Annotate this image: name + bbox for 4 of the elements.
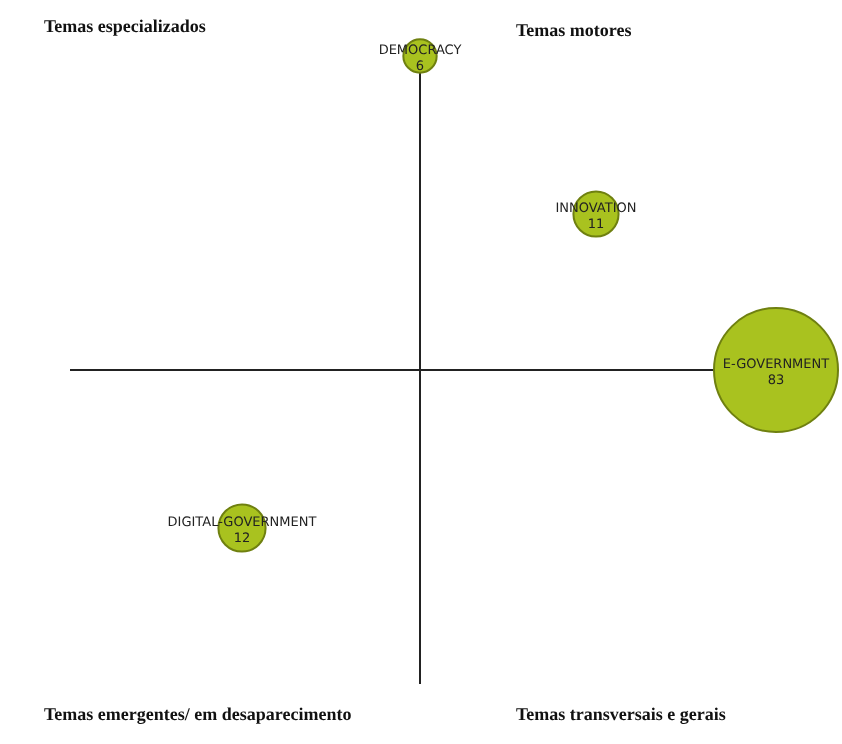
text: Temas motores (516, 20, 632, 40)
text: Temas especializados (44, 16, 206, 36)
text: Temas transversais e gerais (516, 704, 726, 724)
text: Temas emergentes/ em desaparecimento (44, 704, 352, 724)
